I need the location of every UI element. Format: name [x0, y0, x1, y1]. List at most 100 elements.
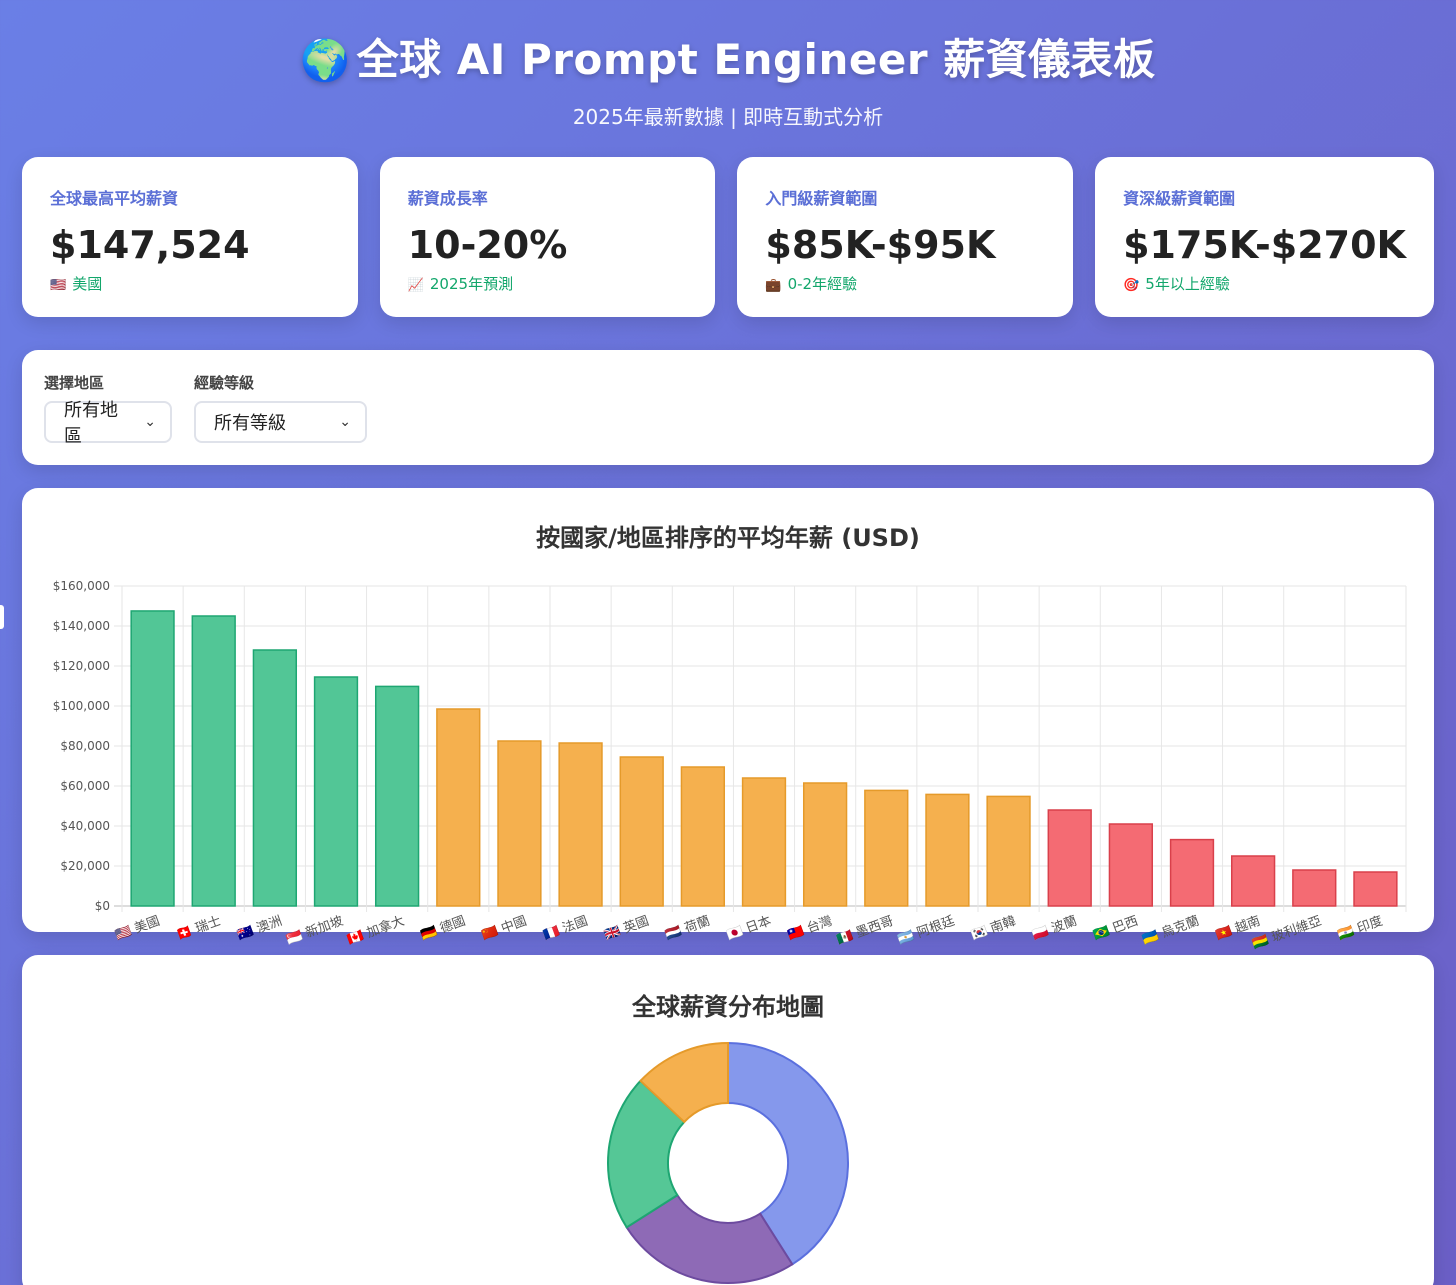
- target-icon: 🎯: [1123, 278, 1140, 293]
- bar: [374, 685, 420, 907]
- y-tick-label: $40,000: [60, 819, 110, 833]
- stats-row: 全球最高平均薪資 $147,524 🇺🇸 美國 薪資成長率 10-20% 📈 202…: [22, 157, 1434, 317]
- region-filter-label: 選擇地區: [44, 374, 105, 392]
- chevron-down-icon: ⌄: [144, 414, 156, 430]
- y-tick-label: $140,000: [53, 619, 110, 633]
- briefcase-icon: 💼: [765, 278, 782, 293]
- chevron-down-icon: ⌄: [339, 414, 351, 430]
- level-filter: 經驗等級 所有等級 ⌄: [194, 372, 367, 443]
- bar: [558, 742, 603, 907]
- bar: [1353, 871, 1398, 907]
- stat-value: $147,524: [50, 223, 250, 267]
- us-flag-icon: 🇺🇸: [50, 278, 67, 293]
- page-subtitle: 2025年最新數據 | 即時互動式分析: [572, 105, 884, 129]
- stat-note: 🇺🇸 美國: [50, 273, 330, 294]
- bar: [130, 610, 175, 907]
- y-tick-label: $160,000: [53, 579, 110, 593]
- globe-icon: 🌍: [300, 38, 351, 84]
- bar: [1047, 809, 1092, 907]
- stat-label: 入門級薪資範圍: [765, 189, 878, 208]
- x-tick-label: 🇨🇳 中國: [480, 914, 529, 944]
- y-tick-label: $60,000: [60, 779, 110, 793]
- side-tab-handle[interactable]: [0, 605, 4, 629]
- stat-card-senior: 資深級薪資範圍 $175K-$270K 🎯 5年以上經驗: [1095, 157, 1434, 317]
- stat-value: $85K-$95K: [765, 223, 996, 267]
- x-tick-label: 🇲🇽 墨西哥: [835, 914, 896, 948]
- bar-chart: $0 $20,000 $40,000 $60,000 $80,000 $100,000 $1…: [53, 579, 1407, 952]
- bar: [313, 676, 359, 907]
- stat-note: 🎯 5年以上經驗: [1123, 273, 1406, 294]
- bar: [741, 777, 787, 907]
- page-title-text: 全球 AI Prompt Engineer 薪資儀表板: [356, 35, 1156, 84]
- region-filter: 選擇地區 所有地區 ⌄: [44, 372, 172, 447]
- header: 🌍 全球 AI Prompt Engineer 薪資儀表板 2025年最新數據 |…: [0, 0, 1456, 130]
- level-filter-label: 經驗等級: [194, 374, 255, 392]
- bar: [925, 793, 970, 907]
- y-tick-label: $0: [95, 899, 110, 913]
- bar: [986, 795, 1031, 907]
- pie-chart-title: 全球薪資分布地圖: [632, 993, 824, 1021]
- bar: [619, 756, 664, 907]
- x-tick-label: 🇰🇷 南韓: [969, 913, 1018, 944]
- stat-note: 💼 0-2年經驗: [765, 273, 1045, 294]
- region-select-value: 所有地區: [64, 400, 118, 447]
- x-tick-label: 🇩🇪 德國: [419, 914, 468, 944]
- x-tick-label: 🇦🇷 阿根廷: [896, 914, 957, 948]
- level-select[interactable]: 所有等級 ⌄: [194, 401, 367, 443]
- x-tick-label: 🇧🇷 巴西: [1092, 914, 1141, 944]
- x-tick-label: 🇳🇱 荷蘭: [663, 913, 712, 944]
- x-tick-label: 🇺🇸 美國: [113, 914, 162, 944]
- y-tick-label: $100,000: [53, 699, 110, 713]
- x-tick-label: 🇦🇺 澳洲: [235, 913, 284, 944]
- x-tick-label: 🇧🇴 玻利維亞: [1251, 914, 1324, 953]
- stat-label: 全球最高平均薪資: [50, 189, 179, 208]
- chart-up-icon: 📈: [407, 278, 424, 293]
- stat-note-text: 5年以上經驗: [1145, 275, 1230, 293]
- stat-card-entry: 入門級薪資範圍 $85K-$95K 💼 0-2年經驗: [737, 157, 1074, 317]
- y-tick-label: $120,000: [53, 659, 110, 673]
- stat-card-growth: 薪資成長率 10-20% 📈 2025年預測: [379, 157, 716, 317]
- bar: [1169, 838, 1215, 907]
- bar: [680, 766, 726, 907]
- stat-value: 10-20%: [407, 223, 568, 267]
- donut-slice: [625, 1193, 794, 1284]
- stat-value: $175K-$270K: [1123, 223, 1406, 267]
- stat-note: 📈 2025年預測: [408, 273, 688, 294]
- pie-chart: [607, 1041, 849, 1284]
- page-title: 🌍 全球 AI Prompt Engineer 薪資儀表板: [0, 26, 1456, 87]
- bar: [1230, 855, 1276, 907]
- bar: [802, 782, 848, 907]
- pie-chart-card: 全球薪資分布地圖: [22, 955, 1434, 1285]
- x-tick-label: 🇮🇳 印度: [1336, 913, 1385, 944]
- bar: [1108, 823, 1154, 907]
- bar-chart-title: 按國家/地區排序的平均年薪 (USD): [536, 524, 920, 552]
- stat-note-text: 美國: [72, 275, 103, 293]
- level-select-value: 所有等級: [214, 413, 286, 434]
- x-tick-label: 🇨🇦 加拿大: [345, 913, 406, 948]
- bar: [252, 649, 298, 907]
- bar-chart-card: 按國家/地區排序的平均年薪 (USD) $0 $20,000 $40,000 $60,…: [22, 488, 1434, 952]
- bar: [864, 789, 909, 907]
- bar: [191, 615, 236, 907]
- bar: [1292, 869, 1337, 907]
- donut-slice: [639, 1041, 729, 1124]
- y-tick-label: $80,000: [60, 739, 110, 753]
- donut-slice: [607, 1079, 686, 1229]
- bar: [497, 740, 542, 907]
- x-tick-label: 🇹🇼 台灣: [786, 914, 835, 944]
- x-tick-label: 🇺🇦 烏克蘭: [1140, 913, 1201, 948]
- x-tick-label: 🇯🇵 日本: [725, 914, 774, 944]
- x-tick-label: 🇸🇬 新加坡: [284, 913, 345, 948]
- stat-label: 薪資成長率: [407, 189, 488, 208]
- x-tick-label: 🇨🇭 瑞士: [174, 913, 223, 944]
- bar: [436, 708, 481, 907]
- x-tick-label: 🇬🇧 英國: [602, 914, 651, 944]
- region-select[interactable]: 所有地區 ⌄: [44, 400, 172, 447]
- donut-slice: [727, 1041, 849, 1266]
- stat-note-text: 0-2年經驗: [787, 275, 858, 293]
- filter-panel: 選擇地區 所有地區 ⌄ 經驗等級 所有等級 ⌄: [22, 350, 1434, 465]
- y-tick-label: $20,000: [60, 859, 110, 873]
- x-tick-label: 🇵🇱 波蘭: [1030, 913, 1079, 944]
- stat-label: 資深級薪資範圍: [1123, 189, 1236, 208]
- x-tick-label: 🇫🇷 法國: [541, 914, 590, 944]
